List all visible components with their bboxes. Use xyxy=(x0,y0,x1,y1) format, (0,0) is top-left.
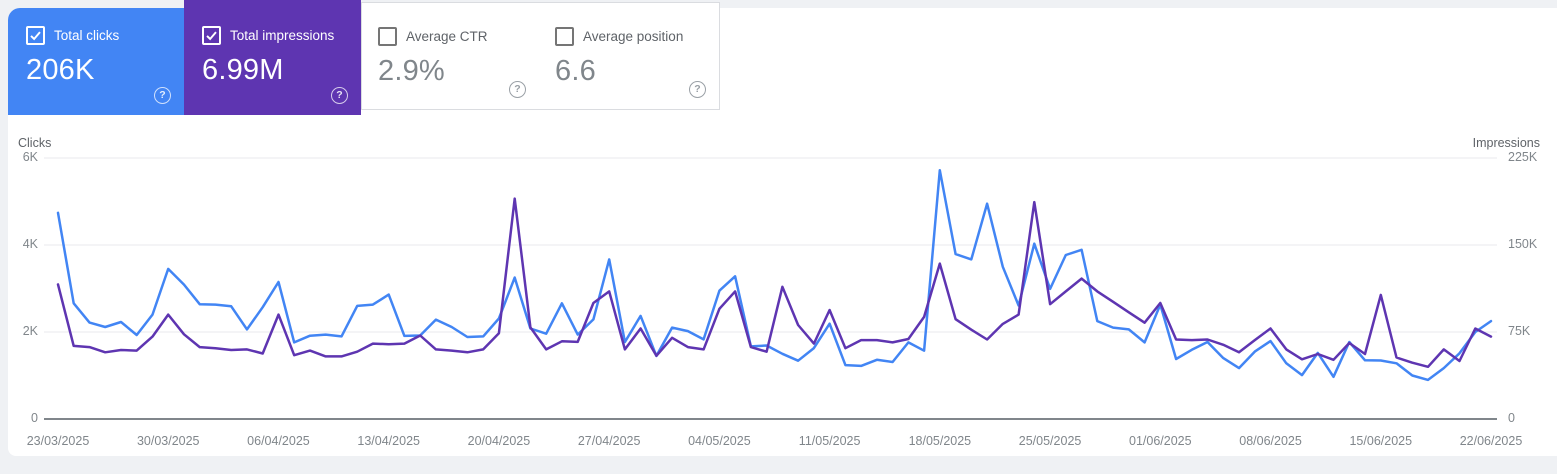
total-impressions-label: Total impressions xyxy=(230,28,335,43)
metric-card-total-clicks[interactable]: Total clicks 206K ? xyxy=(8,8,184,115)
checkmark-icon xyxy=(206,31,217,41)
right-axis-tick: 150K xyxy=(1508,237,1538,251)
average-position-label: Average position xyxy=(583,29,684,44)
average-position-checkbox[interactable] xyxy=(555,27,574,46)
series-line-total-impressions xyxy=(56,197,1493,369)
total-clicks-label: Total clicks xyxy=(54,28,120,43)
help-icon[interactable]: ? xyxy=(331,87,348,104)
x-axis-date-label: 11/05/2025 xyxy=(798,434,861,448)
x-axis-date-label: 15/06/2025 xyxy=(1349,434,1413,448)
help-icon[interactable]: ? xyxy=(154,87,171,104)
x-axis-date-label: 30/03/2025 xyxy=(136,434,200,448)
x-axis-date-label: 06/04/2025 xyxy=(247,434,310,448)
average-position-value: 6.6 xyxy=(555,55,596,87)
x-axis-date-label: 20/04/2025 xyxy=(467,434,531,448)
left-axis-tick: 4K xyxy=(22,237,38,251)
x-axis-date-label: 22/06/2025 xyxy=(1459,434,1523,448)
help-icon[interactable]: ? xyxy=(509,81,526,98)
x-axis-date-label: 23/03/2025 xyxy=(26,434,90,448)
left-axis-tick: 6K xyxy=(22,150,38,164)
total-impressions-checkbox[interactable] xyxy=(202,26,221,45)
series-line-total-clicks xyxy=(56,168,1493,382)
right-axis-tick: 225K xyxy=(1508,150,1538,164)
left-axis-tick: 0 xyxy=(31,411,38,425)
x-axis-date-label: 04/05/2025 xyxy=(688,434,751,448)
left-axis-title: Clicks xyxy=(18,136,52,150)
checkmark-icon xyxy=(30,31,41,41)
metric-card-total-impressions[interactable]: Total impressions 6.99M ? xyxy=(184,0,361,115)
average-ctr-checkbox[interactable] xyxy=(378,27,397,46)
total-clicks-checkbox[interactable] xyxy=(26,26,45,45)
total-clicks-value: 206K xyxy=(26,54,95,86)
x-axis-date-label: 27/04/2025 xyxy=(577,434,641,448)
metric-card-average-ctr[interactable]: Average CTR 2.9% ? xyxy=(361,2,540,110)
right-axis-tick: 75K xyxy=(1508,324,1531,338)
metric-card-average-position[interactable]: Average position 6.6 ? xyxy=(539,2,720,110)
x-axis-date-label: 13/04/2025 xyxy=(357,434,420,448)
average-ctr-value: 2.9% xyxy=(378,55,445,87)
right-axis-title: Impressions xyxy=(1472,136,1540,150)
left-axis-tick: 2K xyxy=(22,324,38,338)
average-ctr-label: Average CTR xyxy=(406,29,488,44)
x-axis-date-label: 18/05/2025 xyxy=(908,434,972,448)
x-axis-date-label: 08/06/2025 xyxy=(1239,434,1302,448)
help-icon[interactable]: ? xyxy=(689,81,706,98)
x-axis-date-label: 25/05/2025 xyxy=(1018,434,1082,448)
total-impressions-value: 6.99M xyxy=(202,54,284,86)
x-axis-date-label: 01/06/2025 xyxy=(1129,434,1192,448)
right-axis-tick: 0 xyxy=(1508,411,1515,425)
